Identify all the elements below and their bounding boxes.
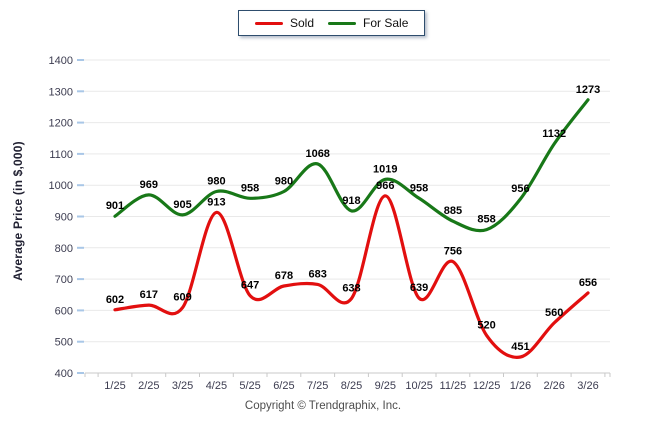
for-sale-data-label: 969 [140,179,158,191]
x-tick-label: 4/25 [206,380,227,392]
x-tick-label: 2/25 [138,380,159,392]
for-sale-data-label: 980 [275,176,293,188]
for-sale-data-label: 1132 [542,128,566,140]
x-tick-label: 6/25 [273,380,294,392]
x-tick-label: 12/25 [473,380,501,392]
for-sale-data-label: 918 [342,195,360,207]
legend-item-for-sale: For Sale [328,16,408,30]
sold-data-label: 560 [545,307,563,319]
for-sale-data-label: 980 [207,176,225,188]
y-tick-label: 800 [55,243,73,255]
copyright: Copyright © Trendgraphix, Inc. [244,400,402,412]
x-tick-label: 9/25 [375,380,396,392]
for-sale-data-label: 905 [173,199,191,211]
sold-data-label: 756 [444,246,462,258]
legend: Sold For Sale [238,10,426,36]
x-tick-label: 10/25 [405,380,433,392]
for-sale-data-label: 956 [511,183,529,195]
y-tick-label: 1200 [49,118,73,130]
for-sale-data-label: 901 [106,200,124,212]
sold-data-label: 678 [275,270,293,282]
y-tick-label: 700 [55,274,73,286]
y-tick-label: 1100 [49,149,73,161]
x-tick-label: 2/26 [543,380,564,392]
y-tick-label: 1300 [49,86,73,98]
sold-data-label: 609 [173,292,191,304]
for-sale-data-label: 1068 [305,148,329,160]
for-sale-line [113,98,590,233]
y-tick-label: 500 [55,337,73,349]
for-sale-data-label: 1273 [576,84,600,96]
y-tick-label: 1400 [49,55,73,67]
y-tick-label: 1000 [49,180,73,192]
sold-data-label: 451 [511,341,529,353]
sold-data-label: 602 [106,294,124,306]
sold-data-label: 966 [376,180,394,192]
x-tick-label: 1/25 [104,380,125,392]
for-sale-data-label: 1019 [373,163,397,175]
for-sale-data-label: 958 [241,182,259,194]
x-tick-label: 3/26 [577,380,598,392]
sold-data-label: 639 [410,282,428,294]
x-tick-label: 7/25 [307,380,328,392]
y-axis-title: Average Price (in $,000) [11,141,25,281]
for-sale-line-swatch [328,21,357,25]
y-tick-label: 900 [55,212,73,224]
sold-data-label: 647 [241,280,259,292]
x-tick-label: 8/25 [341,380,362,392]
x-tick-label: 11/25 [440,380,467,392]
for-sale-data-label: 885 [444,205,462,217]
x-tick-label: 3/25 [172,380,193,392]
sold-data-label: 656 [579,277,597,289]
for-sale-legend-label: For Sale [363,16,409,30]
for-sale-data-label: 958 [410,182,428,194]
sold-data-label: 683 [309,268,327,280]
x-tick-label: 1/26 [510,380,531,392]
sold-line-swatch [255,21,283,25]
sold-data-label: 913 [207,196,225,208]
sold-data-label: 638 [342,283,360,295]
x-tick-label: 5/25 [239,380,260,392]
y-tick-label: 600 [55,305,73,317]
sold-data-label: 520 [477,319,495,331]
sold-data-label: 617 [140,289,158,301]
legend-item-sold: Sold [255,16,314,30]
y-tick-label: 400 [55,368,73,380]
sold-legend-label: Sold [290,16,315,30]
sold-line [113,194,590,359]
for-sale-data-label: 858 [477,214,495,226]
